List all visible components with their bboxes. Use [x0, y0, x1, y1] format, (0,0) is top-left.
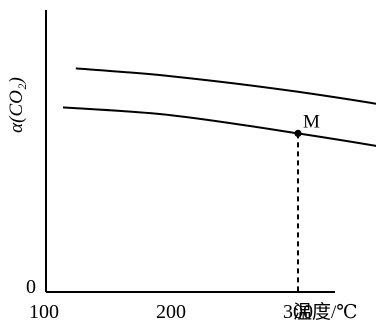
x-axis-label: 温度/℃ [293, 301, 358, 323]
data-point-1 [294, 129, 302, 137]
y-tick-labels: 0 [26, 276, 36, 298]
series-line-1 [75, 67, 376, 105]
y-tick-label-0: 0 [26, 276, 36, 298]
points-layer: MN(400,0.7) [294, 111, 320, 292]
point-label-1: M [303, 111, 320, 132]
x-tick-labels: 100200300400 [29, 301, 313, 323]
series-layer: x=4x=a [62, 67, 376, 147]
series-line-2 [62, 106, 376, 147]
x-tick-label-200: 200 [156, 301, 186, 323]
x-tick-label-300: 300 [283, 301, 313, 323]
y-axis-label: α(CO₂) [6, 77, 27, 133]
x-tick-label-100: 100 [29, 301, 59, 323]
